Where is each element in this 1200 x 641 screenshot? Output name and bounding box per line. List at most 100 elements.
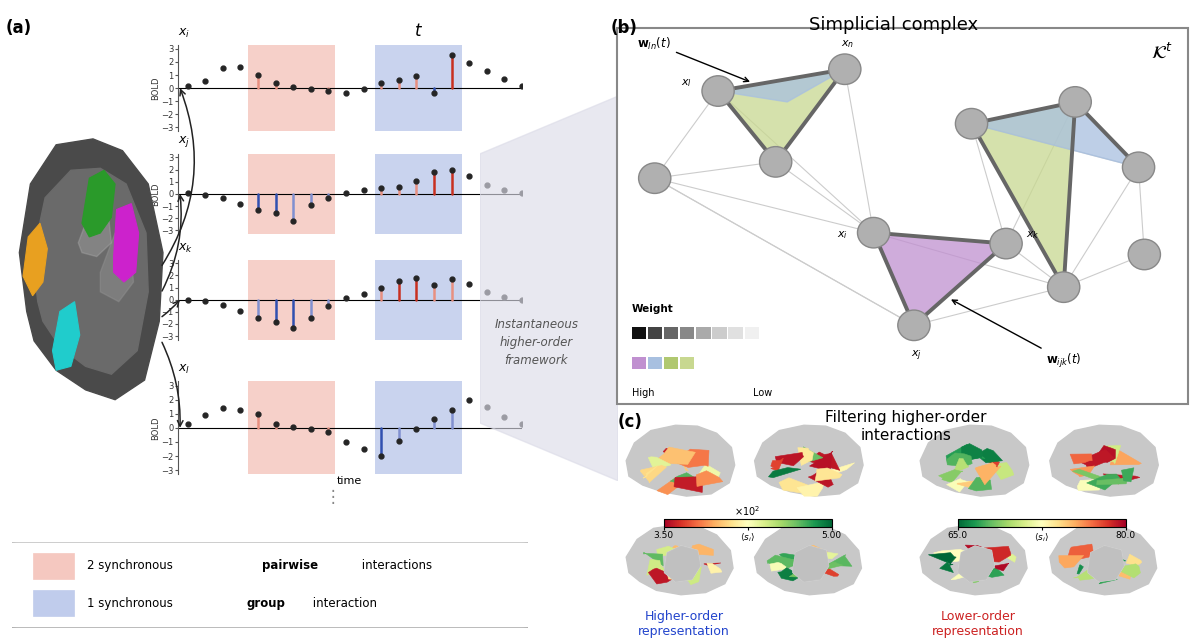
Polygon shape (798, 447, 814, 465)
Polygon shape (803, 545, 827, 558)
Polygon shape (704, 563, 721, 565)
Polygon shape (976, 463, 1001, 485)
Text: interaction: interaction (308, 597, 377, 610)
Polygon shape (929, 553, 956, 566)
Polygon shape (770, 562, 788, 571)
Circle shape (702, 76, 734, 106)
Bar (248, 260, 335, 340)
Circle shape (955, 108, 988, 139)
Bar (32, 590, 74, 616)
Polygon shape (1058, 556, 1084, 568)
Polygon shape (779, 478, 814, 495)
Circle shape (638, 163, 671, 194)
Text: $x_k$: $x_k$ (178, 242, 193, 254)
Polygon shape (968, 572, 984, 583)
Text: (b): (b) (611, 19, 637, 37)
Polygon shape (1078, 449, 1115, 469)
Polygon shape (1116, 570, 1134, 579)
Polygon shape (19, 139, 163, 400)
Polygon shape (678, 567, 701, 585)
Polygon shape (755, 525, 862, 595)
Polygon shape (32, 169, 149, 374)
Text: $x_j$: $x_j$ (178, 134, 190, 149)
Circle shape (1122, 152, 1154, 183)
Polygon shape (1127, 554, 1141, 565)
Polygon shape (678, 459, 689, 471)
Polygon shape (793, 546, 828, 581)
Polygon shape (1100, 445, 1121, 463)
Bar (680, 357, 695, 369)
Bar (374, 45, 462, 131)
Polygon shape (920, 525, 1027, 595)
Polygon shape (480, 96, 618, 481)
Text: High: High (631, 388, 654, 398)
Polygon shape (822, 568, 839, 576)
Bar (248, 154, 335, 234)
Polygon shape (643, 552, 664, 566)
Polygon shape (956, 481, 979, 490)
Circle shape (1048, 272, 1080, 303)
Bar (374, 381, 462, 474)
Polygon shape (920, 425, 1028, 496)
Polygon shape (1110, 450, 1141, 465)
Polygon shape (767, 555, 796, 569)
Polygon shape (696, 464, 720, 482)
Polygon shape (953, 458, 968, 474)
Polygon shape (1093, 445, 1116, 462)
Polygon shape (972, 102, 1075, 287)
Polygon shape (817, 463, 854, 478)
Polygon shape (670, 472, 700, 488)
Polygon shape (53, 302, 79, 370)
Polygon shape (1001, 554, 1016, 562)
Text: $x_j$: $x_j$ (911, 348, 923, 363)
Bar (728, 327, 743, 339)
Y-axis label: BOLD: BOLD (151, 76, 160, 100)
Text: $x_i$: $x_i$ (836, 229, 847, 241)
Polygon shape (641, 465, 666, 483)
Text: 2 synchronous: 2 synchronous (86, 560, 176, 572)
Polygon shape (972, 102, 1139, 167)
Y-axis label: BOLD: BOLD (151, 288, 160, 312)
Circle shape (829, 54, 860, 85)
Polygon shape (23, 223, 47, 296)
Polygon shape (770, 458, 784, 471)
Polygon shape (946, 444, 985, 462)
Polygon shape (78, 204, 112, 256)
Text: $x_l$: $x_l$ (178, 363, 190, 376)
Text: Higher-order
representation: Higher-order representation (638, 610, 730, 638)
Text: group: group (247, 597, 286, 610)
Polygon shape (874, 233, 1006, 326)
Polygon shape (797, 482, 823, 496)
Polygon shape (803, 447, 823, 462)
Y-axis label: BOLD: BOLD (151, 416, 160, 440)
Polygon shape (667, 570, 686, 580)
Circle shape (898, 310, 930, 340)
Text: $x_l$: $x_l$ (682, 77, 692, 88)
Bar (631, 327, 646, 339)
Circle shape (760, 147, 792, 177)
Text: (a): (a) (6, 19, 32, 37)
Polygon shape (940, 561, 954, 572)
Polygon shape (934, 549, 972, 562)
Text: $x_k$: $x_k$ (1026, 229, 1040, 241)
Text: interactions: interactions (358, 560, 432, 572)
Polygon shape (983, 458, 1000, 468)
Polygon shape (959, 546, 994, 581)
Polygon shape (995, 563, 1009, 571)
Bar (648, 357, 662, 369)
Polygon shape (656, 546, 679, 556)
Polygon shape (1074, 569, 1100, 580)
Text: Instantaneous
higher-order
framework: Instantaneous higher-order framework (494, 319, 578, 367)
Polygon shape (778, 567, 798, 581)
Polygon shape (775, 453, 804, 466)
Polygon shape (647, 560, 665, 575)
Polygon shape (780, 553, 802, 560)
Polygon shape (1103, 547, 1115, 555)
Text: Filtering higher-order
interactions: Filtering higher-order interactions (826, 410, 986, 443)
Bar (680, 327, 695, 339)
Polygon shape (809, 471, 833, 487)
Polygon shape (811, 550, 838, 559)
Polygon shape (1088, 546, 1123, 581)
Polygon shape (82, 171, 115, 237)
Polygon shape (665, 546, 700, 581)
